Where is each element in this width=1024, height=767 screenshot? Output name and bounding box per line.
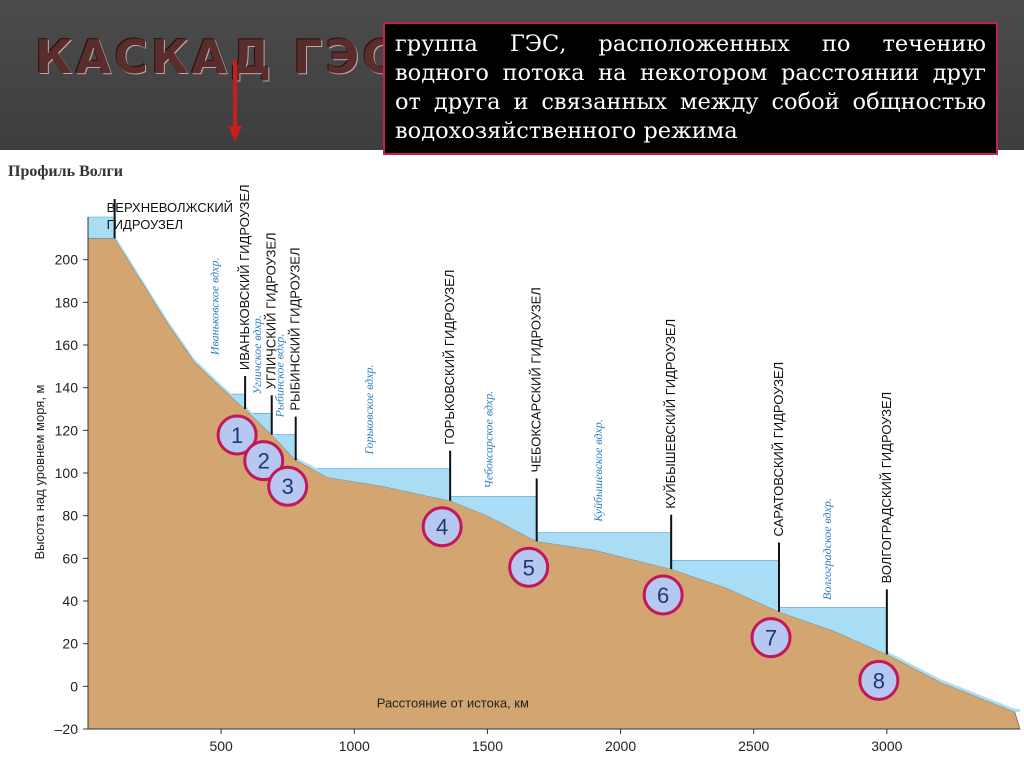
- x-tick-label: 1000: [339, 738, 370, 754]
- y-axis-title: Высота над уровнем моря, м: [32, 384, 47, 559]
- y-tick-label: 140: [55, 380, 79, 396]
- river-water: [886, 651, 1020, 712]
- y-tick-label: 100: [55, 465, 79, 481]
- river-water: [245, 406, 272, 435]
- y-tick-label: 80: [62, 508, 78, 524]
- y-tick-label: 160: [55, 337, 79, 353]
- station-number: 8: [873, 668, 885, 693]
- river-water: [536, 538, 672, 569]
- down-arrow-icon: [228, 60, 242, 142]
- x-tick-label: 500: [209, 738, 233, 754]
- dam-label: ИВАНЬКОВСКИЙ ГИДРОУЗЕЛ: [237, 184, 252, 370]
- river-water: [271, 431, 296, 461]
- dam-label: ЧЕБОКСАРСКИЙ ГИДРОУЗЕЛ: [529, 287, 544, 472]
- dam-label: РЫБИНСКИЙ ГИДРОУЗЕЛ: [288, 247, 303, 410]
- reservoir-label: Чебоксарское вдхр.: [482, 391, 496, 489]
- volga-profile-figure: 200 180 160 140 120 100 80 60 40 20 0 –20 500 1000 150…: [0, 157, 1024, 767]
- y-tick-label: 40: [62, 593, 78, 609]
- river-water: [779, 608, 887, 655]
- y-tick-label: –20: [55, 721, 79, 737]
- y-tick-label: 60: [62, 550, 78, 566]
- x-tick-label: 3000: [871, 738, 902, 754]
- station-number: 2: [258, 449, 270, 474]
- definition-box: группа ГЭС, расположенных по течению вод…: [383, 22, 998, 155]
- station-number-badge: [421, 506, 463, 548]
- y-tick-label: 120: [55, 422, 79, 438]
- station-number-badge: [267, 465, 309, 507]
- y-tick-label: 180: [55, 294, 79, 310]
- reservoir-label: Иваньковское вдхр.: [207, 257, 221, 356]
- dam-label: САРАТОВСКИЙ ГИДРОУЗЕЛ: [771, 362, 786, 537]
- station-number: 1: [231, 423, 243, 448]
- slide-title: КАСКАД ГЭС: [35, 30, 399, 84]
- reservoir-label: Куйбышевское вдхр.: [591, 419, 605, 523]
- dam-label: КУЙБЫШЕВСКИЙ ГИДРОУЗЕЛ: [663, 319, 678, 509]
- dam-label: ГИДРОУЗЕЛ: [107, 217, 183, 232]
- station-number: 5: [523, 555, 535, 580]
- station-number-badge: [642, 574, 684, 616]
- dam-label: ВЕРХНЕВОЛЖСКИЙ: [107, 200, 233, 215]
- station-number: 3: [282, 474, 294, 499]
- y-tick-label: 200: [55, 252, 79, 268]
- dam-label: ГОРЬКОВСКИЙ ГИДРОУЗЕЛ: [442, 270, 457, 445]
- station-number-badge: [216, 414, 258, 456]
- x-tick-label: 2500: [738, 738, 769, 754]
- y-tick-label: 0: [70, 678, 78, 694]
- reservoir-label: Рыбинское вдхр.: [273, 334, 287, 419]
- river-water: [671, 566, 780, 612]
- station-number-badge: [243, 440, 285, 482]
- figure-title: Профиль Волги: [8, 163, 123, 180]
- station-number-badge: [858, 659, 900, 701]
- x-axis-title: Расстояние от истока, км: [377, 696, 529, 711]
- y-tick-label: 20: [62, 636, 78, 652]
- river-water: [450, 497, 537, 542]
- station-number: 4: [436, 515, 448, 540]
- dam-label: ВОЛГОГРАДСКИЙ ГИДРОУЗЕЛ: [879, 392, 894, 584]
- station-number: 7: [765, 626, 777, 651]
- station-number: 6: [657, 583, 669, 608]
- reservoir-label: Волгоградское вдхр.: [820, 498, 834, 600]
- station-number-badge: [750, 617, 792, 659]
- reservoir-label: Угличское вдхр.: [250, 315, 264, 394]
- station-number-badge: [508, 546, 550, 588]
- x-tick-label: 1500: [472, 738, 503, 754]
- x-tick-label: 2000: [605, 738, 636, 754]
- river-water: [295, 457, 451, 501]
- dam-label: УГЛИЧСКИЙ ГИДРОУЗЕЛ: [264, 232, 279, 389]
- reservoir-label: Горьковское вдхр.: [362, 364, 376, 455]
